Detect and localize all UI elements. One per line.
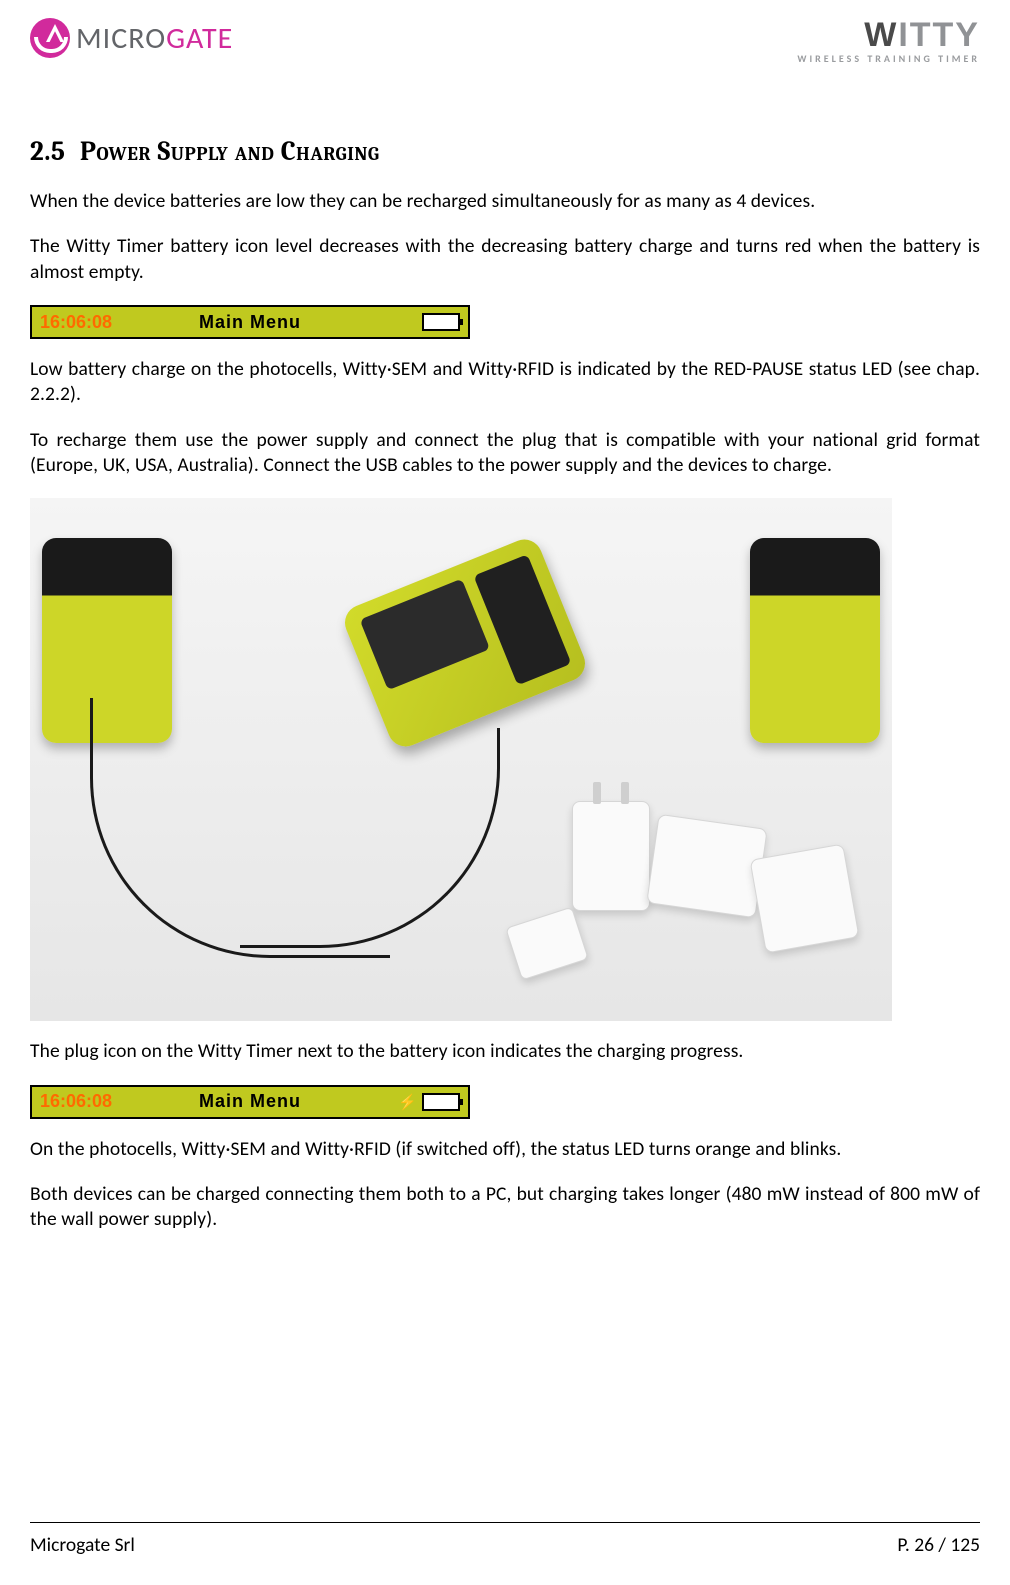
witty-itty: ITTY xyxy=(898,16,980,54)
microgate-text-accent: GATE xyxy=(166,20,233,57)
microgate-logo: MICROGATE xyxy=(30,18,233,58)
wall-adapters xyxy=(512,791,852,981)
paragraph-2: The Witty Timer battery icon level decre… xyxy=(30,234,980,285)
paragraph-5: The plug icon on the Witty Timer next to… xyxy=(30,1039,980,1064)
paragraph-7: Both devices can be charged connecting t… xyxy=(30,1182,980,1233)
adapter-eu xyxy=(572,801,650,911)
statusbar-title-2: Main Menu xyxy=(199,1091,301,1112)
witty-logo: WITTY WIRELESS TRAINING TIMER xyxy=(797,18,980,65)
battery-zone-2: ⚡ xyxy=(398,1093,460,1111)
statusbar-time-2: 16:06:08 xyxy=(40,1091,112,1112)
paragraph-4: To recharge them use the power supply an… xyxy=(30,428,980,479)
photocell-gate-right xyxy=(750,538,880,743)
paragraph-3: Low battery charge on the photocells, Wi… xyxy=(30,357,980,408)
witty-subtitle: WIRELESS TRAINING TIMER xyxy=(797,52,980,65)
microgate-icon xyxy=(30,18,70,58)
plug-icon: ⚡ xyxy=(398,1093,417,1111)
battery-zone xyxy=(422,313,460,331)
section-heading: 2.5 Power Supply and Charging xyxy=(30,136,980,167)
microgate-text-plain: MICRO xyxy=(76,20,166,57)
adapter-uk xyxy=(749,844,859,954)
footer-rule xyxy=(30,1522,980,1523)
page-footer: Microgate Srl P. 26 / 125 xyxy=(30,1533,980,1557)
section-title: Power Supply and Charging xyxy=(80,136,380,167)
usb-cable-2 xyxy=(240,728,500,948)
page-header: MICROGATE WITTY WIRELESS TRAINING TIMER xyxy=(30,18,980,78)
paragraph-6: On the photocells, Witty·SEM and Witty·R… xyxy=(30,1137,980,1162)
statusbar-low-battery: 16:06:08 Main Menu xyxy=(30,305,470,339)
battery-icon-charging xyxy=(422,1093,460,1111)
footer-page: P. 26 / 125 xyxy=(897,1533,980,1557)
footer-company: Microgate Srl xyxy=(30,1533,135,1557)
adapter-us xyxy=(646,814,767,918)
page-content: 2.5 Power Supply and Charging When the d… xyxy=(30,136,980,1233)
microgate-wordmark: MICROGATE xyxy=(76,20,233,57)
paragraph-1: When the device batteries are low they c… xyxy=(30,189,980,214)
section-number: 2.5 xyxy=(30,136,65,167)
statusbar-charging: 16:06:08 Main Menu ⚡ xyxy=(30,1085,470,1119)
statusbar-title: Main Menu xyxy=(199,312,301,333)
witty-wordmark: WITTY xyxy=(797,18,980,52)
battery-icon-low xyxy=(422,313,460,331)
adapter-au xyxy=(505,907,589,981)
witty-w: W xyxy=(864,16,898,54)
product-photo xyxy=(30,498,892,1021)
statusbar-time: 16:06:08 xyxy=(40,312,112,333)
